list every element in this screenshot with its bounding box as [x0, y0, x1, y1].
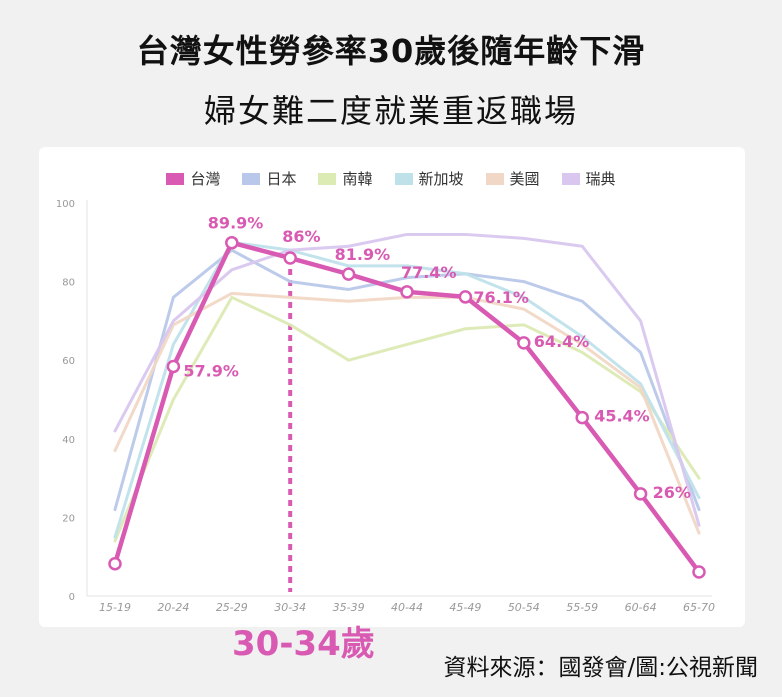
data-point: [400, 285, 414, 299]
data-point: [108, 557, 122, 571]
chart-card: [39, 147, 745, 627]
chart-title: 台灣女性勞參率30歲後隨年齡下滑: [136, 32, 646, 70]
series-line-南韓: [113, 295, 701, 543]
x-tick-label: 40-44: [391, 601, 423, 614]
y-tick-label: 80: [62, 278, 75, 289]
data-point: [692, 565, 706, 579]
data-point: [633, 487, 648, 501]
y-tick-label: 40: [62, 435, 75, 446]
legend-label: 美國: [509, 170, 540, 188]
legend-swatch: [166, 172, 185, 185]
x-tick-label: 55-59: [566, 601, 598, 614]
data-point: [166, 359, 181, 374]
legend-item: 台灣: [166, 168, 220, 189]
data-point: [575, 410, 589, 425]
data-label: 86%: [282, 227, 320, 246]
y-tick-label: 100: [56, 199, 75, 210]
data-point: [225, 235, 239, 250]
y-tick-label: 20: [62, 513, 75, 524]
data-point: [283, 251, 297, 265]
y-tick-label: 0: [69, 592, 75, 603]
data-label: 89.9%: [208, 214, 264, 233]
data-label: 81.9%: [335, 245, 391, 264]
x-tick-label: 65-70: [683, 601, 715, 614]
data-label: 64.4%: [534, 332, 590, 351]
legend-item: 瑞典: [561, 168, 616, 189]
legend-label: 日本: [266, 170, 297, 188]
data-label: 57.9%: [183, 361, 239, 380]
legend-item: 南韓: [318, 168, 373, 189]
focus-age-label: 30-34歲: [232, 624, 375, 664]
legend-label: 新加坡: [418, 170, 464, 188]
x-tick-label: 25-29: [216, 601, 248, 614]
x-tick-label: 15-19: [99, 601, 131, 614]
data-label: 26%: [653, 483, 691, 502]
legend-swatch: [242, 172, 261, 185]
series-line-日本: [113, 248, 701, 512]
x-tick-label: 20-24: [157, 601, 189, 614]
legend-item: 美國: [485, 168, 540, 189]
data-label: 45.4%: [594, 407, 650, 426]
legend-label: 南韓: [342, 170, 373, 188]
x-tick-label: 45-49: [449, 601, 481, 614]
legend-item: 新加坡: [394, 168, 464, 189]
y-tick-label: 60: [62, 356, 75, 367]
data-point: [517, 336, 531, 350]
legend-swatch: [318, 172, 337, 185]
legend-label: 瑞典: [585, 170, 616, 188]
chart-subtitle: 婦女難二度就業重返職場: [203, 92, 578, 130]
data-point: [458, 290, 473, 304]
data-label: 76.1%: [473, 288, 529, 307]
source-note: 資料來源：國發會/圖:公視新聞: [443, 655, 759, 681]
chart-legend: 台灣 日本 南韓 新加坡 美國 瑞典: [0, 168, 782, 189]
x-tick-label: 50-54: [508, 601, 540, 614]
legend-swatch: [485, 172, 504, 185]
data-label: 77.4%: [401, 263, 457, 282]
x-tick-label: 30-34: [274, 601, 306, 614]
x-tick-label: 60-64: [625, 601, 657, 614]
x-tick-label: 35-39: [333, 601, 365, 614]
data-point: [341, 267, 356, 281]
legend-swatch: [561, 172, 580, 185]
series-line-新加坡: [113, 240, 701, 539]
legend-item: 日本: [242, 168, 296, 189]
legend-label: 台灣: [190, 170, 221, 188]
legend-swatch: [394, 172, 413, 185]
